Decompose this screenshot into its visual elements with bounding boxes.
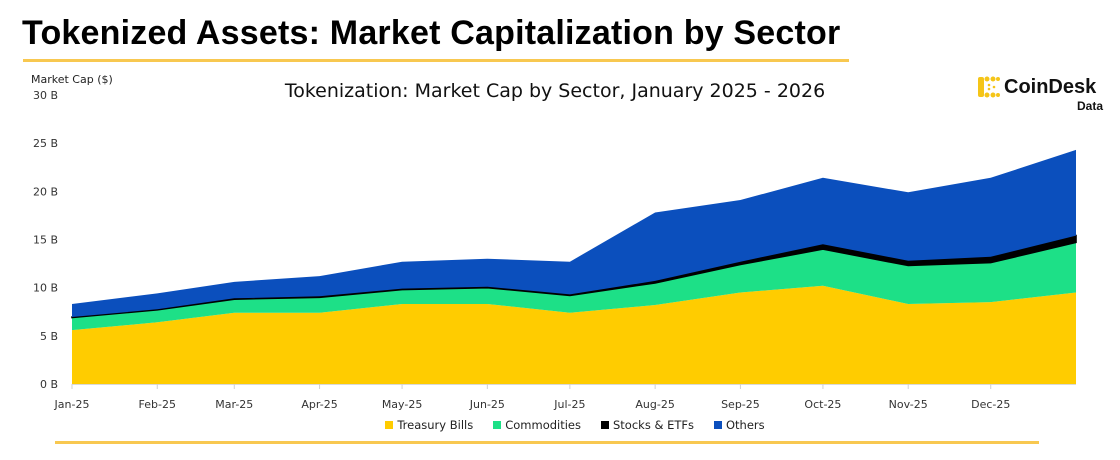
series-areas <box>71 149 1077 384</box>
area-commodities <box>72 242 1076 331</box>
title-underline <box>23 59 849 62</box>
x-tick-label: Aug-25 <box>635 398 674 411</box>
x-tick-label: Jul-25 <box>553 398 585 411</box>
y-tick-label: 15 B <box>33 234 58 247</box>
x-tick-label: Jan-25 <box>54 398 90 411</box>
axes: Jan-25 Feb-25 Mar-25 Apr-25 May-25 Jun-25 Jul-… <box>33 89 1076 411</box>
y-tick-label: 5 B <box>40 330 58 343</box>
x-tick-label: May-25 <box>382 398 423 411</box>
x-tick-label: Dec-25 <box>971 398 1010 411</box>
x-tick-label: Sep-25 <box>721 398 760 411</box>
logo-brand: CoinDesk <box>1004 76 1097 98</box>
x-tick-label: Nov-25 <box>889 398 928 411</box>
legend-item-stocks-etfs: Stocks & ETFs <box>601 418 694 432</box>
logo-sub: Data <box>1077 99 1104 113</box>
coindesk-logo: CoinDesk Data <box>978 75 1103 113</box>
y-tick-label: 10 B <box>33 282 58 295</box>
legend-label: Others <box>726 418 765 432</box>
x-tick-label: Mar-25 <box>215 398 253 411</box>
legend-label: Stocks & ETFs <box>613 418 694 432</box>
y-tick-label: 0 B <box>40 378 58 391</box>
x-tick-label: Jun-25 <box>469 398 505 411</box>
legend-item-treasury-bills: Treasury Bills <box>385 418 473 432</box>
legend-swatch <box>601 421 609 429</box>
y-tick-label: 25 B <box>33 137 58 150</box>
legend: Treasury Bills Commodities Stocks & ETFs Ot… <box>0 418 1120 432</box>
x-tick-label: Apr-25 <box>301 398 337 411</box>
area-others <box>72 149 1076 317</box>
y-tick-label: 30 B <box>33 89 58 102</box>
legend-item-commodities: Commodities <box>493 418 581 432</box>
legend-swatch <box>493 421 502 429</box>
bottom-rule <box>55 441 1039 444</box>
coindesk-logo-icon <box>978 76 1000 98</box>
legend-item-others: Others <box>714 418 765 432</box>
legend-swatch <box>714 421 722 429</box>
legend-label: Treasury Bills <box>397 418 474 432</box>
y-axis-label: Market Cap ($) <box>31 73 113 86</box>
x-tick-label: Oct-25 <box>804 398 841 411</box>
y-tick-label: 20 B <box>33 185 58 198</box>
area-treasury-bills <box>72 285 1076 384</box>
x-tick-label: Feb-25 <box>139 398 176 411</box>
legend-label: Commodities <box>505 418 581 432</box>
page-title: Tokenized Assets: Market Capitalization … <box>22 14 841 52</box>
chart-title: Tokenization: Market Cap by Sector, Janu… <box>284 80 826 102</box>
legend-swatch <box>385 421 394 429</box>
